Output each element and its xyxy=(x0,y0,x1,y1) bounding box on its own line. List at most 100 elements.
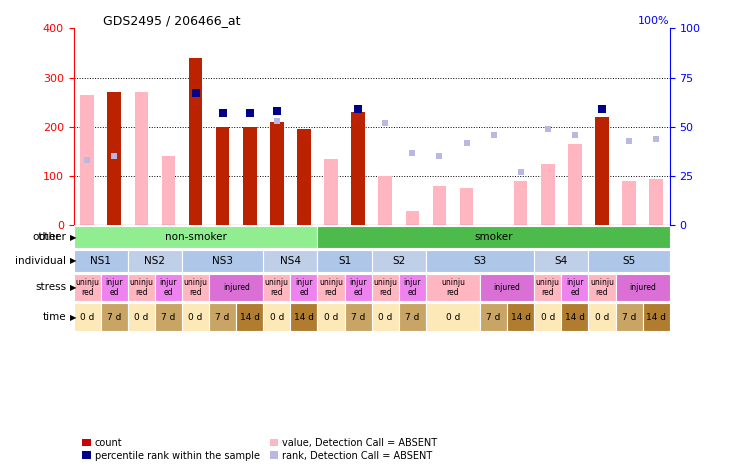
Bar xyxy=(534,303,562,331)
Bar xyxy=(209,303,236,331)
Text: S5: S5 xyxy=(623,256,636,266)
Text: ▶: ▶ xyxy=(70,256,77,265)
Bar xyxy=(325,159,338,226)
Text: 7 d: 7 d xyxy=(486,312,500,321)
Bar xyxy=(589,273,615,301)
Text: S3: S3 xyxy=(473,256,486,266)
Bar xyxy=(155,273,182,301)
Text: injur
ed: injur ed xyxy=(105,278,123,297)
Text: other: other xyxy=(38,232,66,242)
Bar xyxy=(162,156,175,226)
Bar xyxy=(589,303,615,331)
Bar xyxy=(433,186,446,226)
Bar xyxy=(270,132,283,226)
Text: injured: injured xyxy=(223,283,250,292)
Bar xyxy=(188,58,202,226)
Bar xyxy=(263,250,317,272)
Bar xyxy=(344,303,372,331)
Text: NS3: NS3 xyxy=(212,256,233,266)
Text: 7 d: 7 d xyxy=(216,312,230,321)
Text: other: other xyxy=(32,232,60,242)
Text: S4: S4 xyxy=(555,256,568,266)
Text: 0 d: 0 d xyxy=(188,312,202,321)
Bar xyxy=(615,303,643,331)
Bar xyxy=(107,92,121,226)
Bar xyxy=(74,273,101,301)
Legend: count, percentile rank within the sample, value, Detection Call = ABSENT, rank, : count, percentile rank within the sample… xyxy=(79,434,442,465)
Bar xyxy=(101,303,128,331)
Bar xyxy=(460,189,473,226)
Text: 100%: 100% xyxy=(638,17,670,27)
Text: time: time xyxy=(43,312,66,322)
Text: uninju
red: uninju red xyxy=(536,278,560,297)
Bar xyxy=(236,303,263,331)
Bar xyxy=(351,112,365,226)
Bar xyxy=(216,127,230,226)
Bar xyxy=(80,95,94,226)
Text: 0 d: 0 d xyxy=(134,312,149,321)
Text: GDS2495 / 206466_at: GDS2495 / 206466_at xyxy=(103,14,241,27)
Text: 0 d: 0 d xyxy=(80,312,94,321)
Bar xyxy=(270,122,283,226)
Bar xyxy=(317,250,372,272)
Text: 0 d: 0 d xyxy=(269,312,284,321)
Bar xyxy=(480,303,507,331)
Bar xyxy=(128,250,182,272)
Bar xyxy=(372,273,399,301)
Bar xyxy=(243,127,257,226)
Bar xyxy=(291,303,317,331)
Text: uninju
red: uninju red xyxy=(265,278,289,297)
Bar xyxy=(291,273,317,301)
Text: injur
ed: injur ed xyxy=(566,278,584,297)
Bar xyxy=(615,273,670,301)
Text: uninju
red: uninju red xyxy=(75,278,99,297)
Bar xyxy=(378,176,392,226)
Text: uninju
red: uninju red xyxy=(130,278,153,297)
Text: smoker: smoker xyxy=(475,232,513,242)
Bar xyxy=(317,226,670,248)
Bar xyxy=(372,303,399,331)
Bar xyxy=(534,250,589,272)
Bar xyxy=(135,92,148,226)
Bar xyxy=(426,250,534,272)
Text: stress: stress xyxy=(35,283,66,292)
Bar xyxy=(406,210,419,226)
Text: 14 d: 14 d xyxy=(565,312,585,321)
Bar xyxy=(562,273,589,301)
Text: 7 d: 7 d xyxy=(351,312,365,321)
Bar xyxy=(399,303,426,331)
Text: 0 d: 0 d xyxy=(541,312,555,321)
Text: 14 d: 14 d xyxy=(240,312,260,321)
Bar xyxy=(568,144,581,226)
Bar xyxy=(74,303,101,331)
Text: uninju
red: uninju red xyxy=(373,278,397,297)
Text: 0 d: 0 d xyxy=(324,312,339,321)
Text: 7 d: 7 d xyxy=(161,312,176,321)
Bar xyxy=(297,132,311,226)
Text: uninju
red: uninju red xyxy=(590,278,614,297)
Text: individual: individual xyxy=(15,256,66,266)
Text: uninju
red: uninju red xyxy=(319,278,343,297)
Bar xyxy=(541,164,555,226)
Text: 0 d: 0 d xyxy=(446,312,460,321)
Bar xyxy=(182,250,263,272)
Bar xyxy=(507,303,534,331)
Bar xyxy=(155,303,182,331)
Bar xyxy=(209,273,263,301)
Bar xyxy=(595,117,609,226)
Text: S1: S1 xyxy=(338,256,351,266)
Bar xyxy=(562,303,589,331)
Bar xyxy=(128,303,155,331)
Text: S2: S2 xyxy=(392,256,406,266)
Bar xyxy=(514,181,528,226)
Bar xyxy=(101,273,128,301)
Text: injur
ed: injur ed xyxy=(350,278,367,297)
Text: non-smoker: non-smoker xyxy=(165,232,227,242)
Text: 14 d: 14 d xyxy=(511,312,531,321)
Bar xyxy=(426,273,480,301)
Text: NS4: NS4 xyxy=(280,256,301,266)
Bar xyxy=(182,303,209,331)
Bar xyxy=(263,273,291,301)
Text: injur
ed: injur ed xyxy=(403,278,421,297)
Bar xyxy=(399,273,426,301)
